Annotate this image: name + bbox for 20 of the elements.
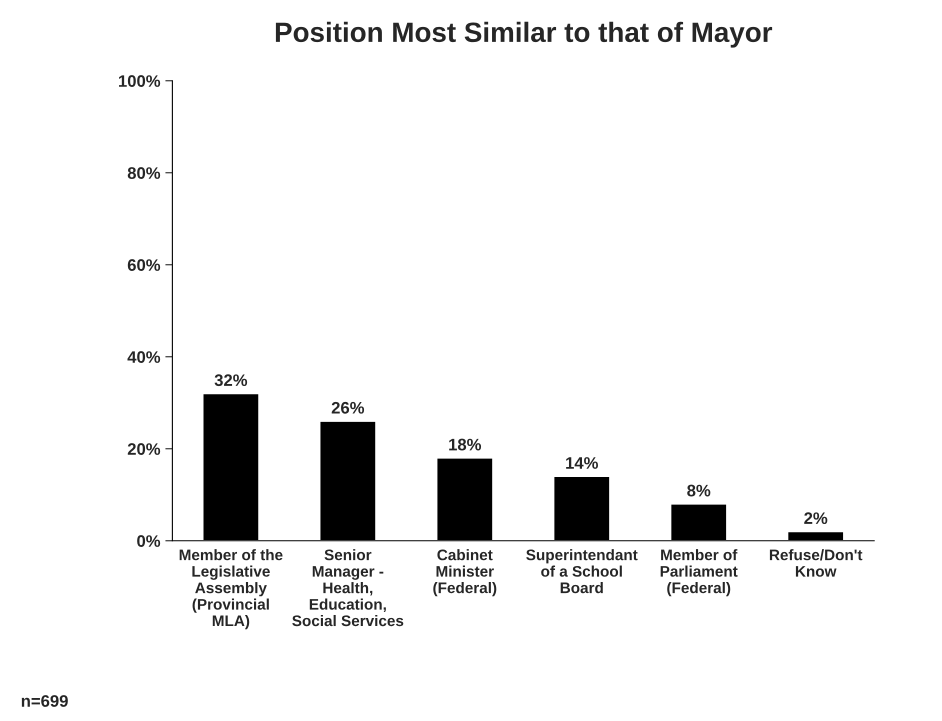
x-tick-label: Member of Parliament (Federal) (660, 549, 738, 596)
y-tick-label: 40% (127, 351, 160, 363)
data-label: 26% (332, 402, 364, 414)
y-tick-label: 0% (137, 535, 160, 547)
x-tick-label: Refuse/Don't Know (770, 549, 862, 577)
chart-title: Position Most Similar to that of Mayor (276, 22, 772, 48)
y-tick-label: 60% (128, 259, 160, 271)
x-tick-label: Superintendant of a School Board (526, 549, 638, 594)
data-label: 32% (214, 374, 248, 386)
x-tick-label: Member of the Legislative Assembly (Provincial MLA) (180, 549, 283, 630)
y-tick-label: 100% (119, 75, 160, 87)
y-tick-label: 80% (128, 167, 160, 179)
x-tick-label: Cabinet Minister (Federal) (433, 549, 496, 596)
text: n=699 (22, 695, 68, 707)
x-tick-label: Senior Manager - Health, Education, Social Services (292, 549, 404, 626)
data-label: 8% (687, 484, 710, 496)
data-label: 18% (449, 438, 482, 450)
y-tick-label: 20% (128, 443, 160, 455)
data-label: 14% (566, 457, 598, 469)
data-label: 2% (804, 512, 828, 524)
